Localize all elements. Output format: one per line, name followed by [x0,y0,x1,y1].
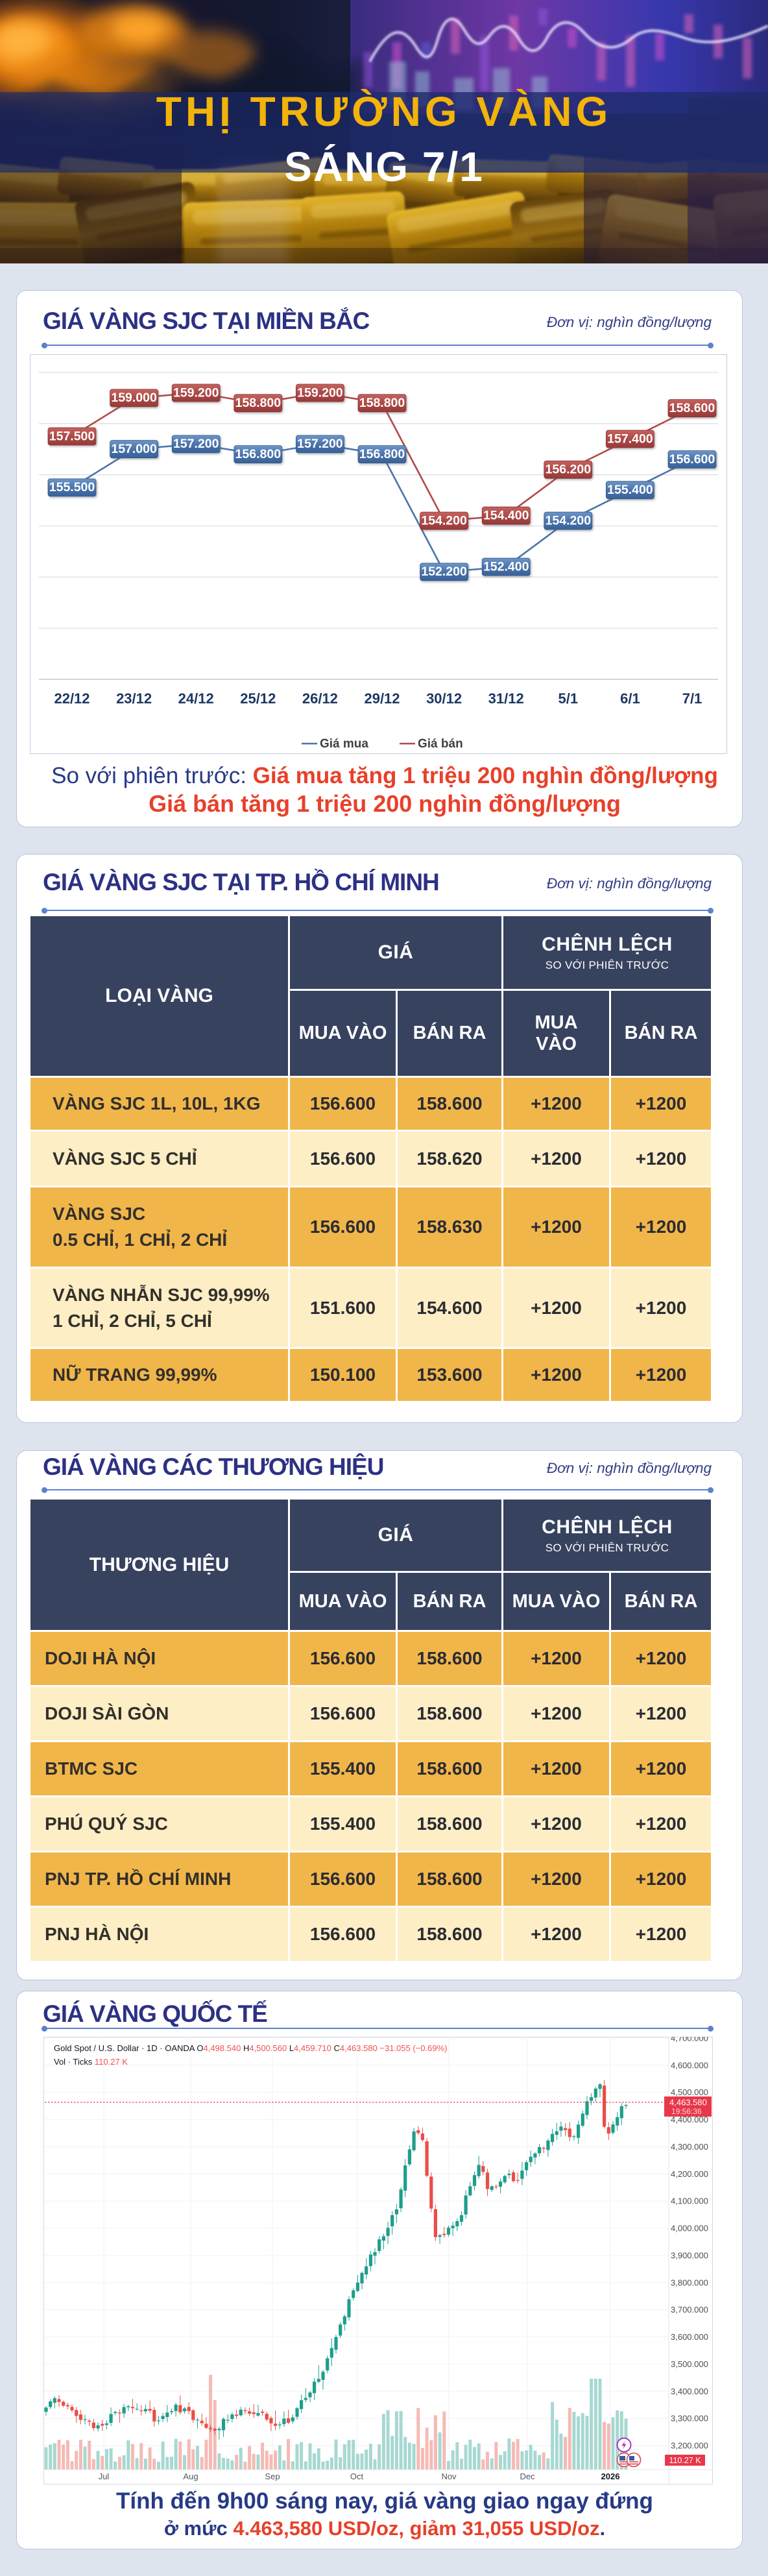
svg-text:3,400.000: 3,400.000 [671,2387,708,2396]
svg-text:Giá bán: Giá bán [418,737,463,751]
svg-text:4,100.000: 4,100.000 [671,2196,708,2206]
svg-text:110.27 K: 110.27 K [669,2456,701,2465]
svg-text:4,400.000: 4,400.000 [671,2115,708,2124]
svg-text:4,463.580: 4,463.580 [669,2098,707,2108]
svg-text:24/12: 24/12 [178,690,214,707]
svg-text:23/12: 23/12 [116,690,152,707]
svg-text:Giá mua: Giá mua [320,737,368,751]
svg-text:158.600: 158.600 [669,401,715,415]
svg-text:4,700.000: 4,700.000 [671,2037,708,2043]
svg-text:Gold Spot / U.S. Dollar · 1D ·: Gold Spot / U.S. Dollar · 1D · OANDA O4,… [54,2043,447,2053]
svg-text:156.800: 156.800 [359,447,405,461]
svg-text:Oct: Oct [350,2472,364,2481]
svg-text:152.200: 152.200 [421,565,467,579]
svg-text:154.400: 154.400 [483,509,529,523]
svg-text:Vol · Ticks 110.27 K: Vol · Ticks 110.27 K [54,2057,128,2067]
svg-text:22/12: 22/12 [54,690,90,707]
svg-text:3,700.000: 3,700.000 [671,2305,708,2315]
svg-text:19:56:36: 19:56:36 [671,2107,702,2116]
svg-text:157.200: 157.200 [297,437,343,451]
svg-text:159.200: 159.200 [173,385,219,400]
svg-text:3,800.000: 3,800.000 [671,2278,708,2287]
svg-text:5/1: 5/1 [558,690,579,707]
svg-text:156.200: 156.200 [546,463,592,477]
svg-text:3,200.000: 3,200.000 [671,2441,708,2451]
svg-text:Dec: Dec [520,2472,535,2481]
svg-text:157.000: 157.000 [111,442,157,456]
svg-text:155.500: 155.500 [49,480,95,494]
svg-text:4,200.000: 4,200.000 [671,2169,708,2179]
svg-text:152.400: 152.400 [483,559,529,574]
svg-text:4,500.000: 4,500.000 [671,2087,708,2097]
svg-text:Aug: Aug [183,2472,198,2481]
svg-text:156.600: 156.600 [669,452,715,467]
svg-text:25/12: 25/12 [240,690,276,707]
svg-text:157.500: 157.500 [49,429,95,443]
svg-text:159.000: 159.000 [111,391,157,405]
svg-text:2026: 2026 [601,2472,620,2481]
svg-text:26/12: 26/12 [302,690,338,707]
svg-text:3,300.000: 3,300.000 [671,2414,708,2424]
svg-text:4,000.000: 4,000.000 [671,2224,708,2233]
svg-text:154.200: 154.200 [421,513,467,528]
svg-text:154.200: 154.200 [546,513,592,528]
svg-text:31/12: 31/12 [488,690,524,707]
svg-text:3,900.000: 3,900.000 [671,2251,708,2261]
svg-text:155.400: 155.400 [607,483,653,497]
svg-text:4,300.000: 4,300.000 [671,2142,708,2152]
svg-text:158.800: 158.800 [359,396,405,410]
svg-text:30/12: 30/12 [426,690,462,707]
svg-text:3,500.000: 3,500.000 [671,2359,708,2369]
svg-text:157.200: 157.200 [173,437,219,451]
svg-text:159.200: 159.200 [297,385,343,400]
svg-text:156.800: 156.800 [235,447,282,461]
svg-text:158.800: 158.800 [235,396,282,410]
svg-text:157.400: 157.400 [607,431,653,446]
svg-text:Nov: Nov [441,2472,457,2481]
svg-text:Sep: Sep [265,2472,280,2481]
svg-text:7/1: 7/1 [682,690,702,707]
svg-text:3,600.000: 3,600.000 [671,2332,708,2342]
svg-text:Jul: Jul [99,2472,110,2481]
svg-text:6/1: 6/1 [620,690,640,707]
svg-text:4,600.000: 4,600.000 [671,2060,708,2070]
svg-text:29/12: 29/12 [364,690,400,707]
